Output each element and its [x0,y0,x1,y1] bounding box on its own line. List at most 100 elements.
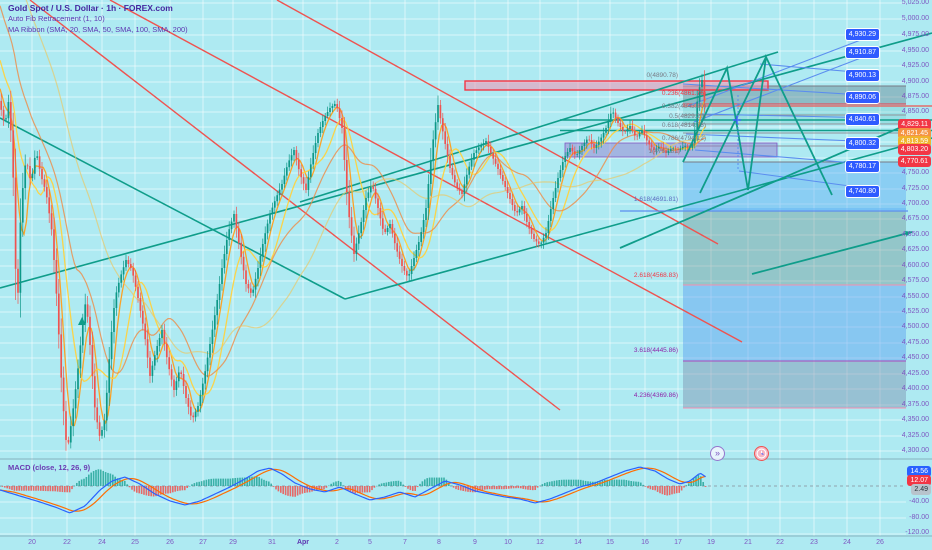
symbol-title: Gold Spot / U.S. Dollar · 1h · FOREX.com [8,3,173,13]
blue-ray [693,50,880,123]
time-axis-label[interactable]: 23 [810,539,818,546]
time-axis-label[interactable]: 29 [229,539,237,546]
time-axis-label[interactable]: 12 [536,539,544,546]
ma-ribbon-line [25,0,706,355]
fib-level-label: 0.382(4843.80) [661,103,706,110]
price-axis-label[interactable]: 4,300.00 [901,447,929,454]
fib-level-label: 1.618(4691.81) [633,196,678,203]
session-break-button[interactable] [754,446,769,461]
price-axis-label[interactable]: 4,550.00 [901,293,929,300]
fib-level-label: 1(4767.81) [648,148,680,155]
macd-line [0,466,706,514]
price-axis-label[interactable]: 4,925.00 [901,62,929,69]
time-axis-label[interactable]: 8 [437,539,441,546]
teal-trendline [0,32,932,289]
time-axis-label[interactable]: 10 [504,539,512,546]
indicator-maribbon-label: MA Ribbon (SMA, 20, SMA, 50, SMA, 100, S… [8,25,188,34]
price-axis-label[interactable]: 4,475.00 [901,339,929,346]
chart-legend[interactable]: Gold Spot / U.S. Dollar · 1h · FOREX.com… [8,3,188,35]
price-axis-label[interactable]: 4,525.00 [901,308,929,315]
time-axis-label[interactable]: 24 [98,539,106,546]
time-axis-label[interactable]: 22 [776,539,784,546]
macd-axis-label[interactable]: -120.00 [905,529,929,536]
indicator-autofib-label: Auto Fib Retracement (1, 10) [8,14,105,23]
price-axis-label[interactable]: 4,725.00 [901,185,929,192]
time-axis-label[interactable]: 26 [166,539,174,546]
fib-level-label: 0.786(4794.12) [661,135,706,142]
go-to-realtime-button[interactable]: » [710,446,725,461]
time-axis-label[interactable]: 9 [473,539,477,546]
fib-zone [683,361,906,408]
price-axis-label[interactable]: 4,350.00 [901,416,929,423]
price-axis-label[interactable]: 4,700.00 [901,200,929,207]
time-axis-label[interactable]: 15 [606,539,614,546]
price-axis-label[interactable]: 4,900.00 [901,78,929,85]
trendline-price-pill: 4,930.29 [844,28,880,41]
price-axis-label[interactable]: 4,325.00 [901,432,929,439]
candlesticks [0,70,706,451]
price-axis-label[interactable]: 5,000.00 [901,15,929,22]
price-axis-label[interactable]: 4,425.00 [901,370,929,377]
teal-trendline [0,117,346,300]
fib-level-label: 0(4890.78) [646,72,678,79]
price-pill: 4,813.59 [897,136,931,147]
price-axis-label[interactable]: 4,750.00 [901,169,929,176]
macd-axis-label[interactable]: -40.00 [909,498,929,505]
time-axis-label[interactable]: 22 [63,539,71,546]
time-axis-label[interactable]: 2 [335,539,339,546]
price-axis-label[interactable]: 4,950.00 [901,47,929,54]
time-axis-label[interactable]: 17 [674,539,682,546]
ma-ribbon-line [0,5,706,377]
time-axis-label[interactable]: Apr [296,539,310,546]
trendline-price-pill: 4,740.80 [844,185,880,198]
price-axis-label[interactable]: 4,675.00 [901,215,929,222]
red-trendline [29,0,561,411]
teal-trendline [344,137,932,300]
price-axis-label[interactable]: 4,625.00 [901,246,929,253]
price-axis-label[interactable]: 4,500.00 [901,323,929,330]
teal-arrow-line [751,231,913,275]
price-axis-label[interactable]: 4,600.00 [901,262,929,269]
time-axis-label[interactable]: 31 [268,539,276,546]
teal-trendline [299,51,779,203]
ma-ribbon-line [0,88,707,427]
time-axis-label[interactable]: 20 [28,539,36,546]
fib-level-label: 0.236(4861.76) [661,90,706,97]
time-axis-label[interactable]: 21 [744,539,752,546]
time-axis-label[interactable]: 16 [641,539,649,546]
price-axis-label[interactable]: 4,650.00 [901,231,929,238]
price-pill: 4,770.61 [897,156,931,167]
price-axis-label[interactable]: 5,025.00 [901,0,929,6]
red-trendline [276,0,719,245]
trendline-price-pill: 4,840.61 [844,113,880,126]
trendline-price-pill: 4,910.87 [844,46,880,59]
fib-level-label: 0.618(4814.78) [661,122,706,129]
price-axis-label[interactable]: 4,450.00 [901,354,929,361]
time-axis-label[interactable]: 27 [199,539,207,546]
fib-level-label: 0.5(4829.29) [669,113,706,120]
macd-value-pill: 12.07 [907,475,931,486]
price-axis-label[interactable]: 4,400.00 [901,385,929,392]
trendline-price-pill: 4,900.13 [844,69,880,82]
projection-line [699,56,767,194]
price-axis-label[interactable]: 4,375.00 [901,401,929,408]
price-axis-label[interactable]: 4,850.00 [901,108,929,115]
time-axis-label[interactable]: 25 [131,539,139,546]
price-axis-label[interactable]: 4,575.00 [901,277,929,284]
time-axis-label[interactable]: 14 [574,539,582,546]
time-axis-label[interactable]: 5 [368,539,372,546]
fib-level-label: 2.618(4568.83) [633,272,678,279]
price-pill: 4,821.45 [897,128,931,139]
time-axis-label[interactable]: 26 [876,539,884,546]
macd-axis-label[interactable]: -80.00 [909,514,929,521]
price-axis-label[interactable]: 4,875.00 [901,93,929,100]
chevron-right-icon: » [714,448,720,458]
price-pill: 4,803.20 [897,144,931,155]
macd-value-pill: 2.49 [911,484,931,495]
time-axis-label[interactable]: 19 [707,539,715,546]
time-axis-label[interactable]: 7 [403,539,407,546]
price-axis-label[interactable]: 4,975.00 [901,31,929,38]
time-axis-label[interactable]: 24 [843,539,851,546]
